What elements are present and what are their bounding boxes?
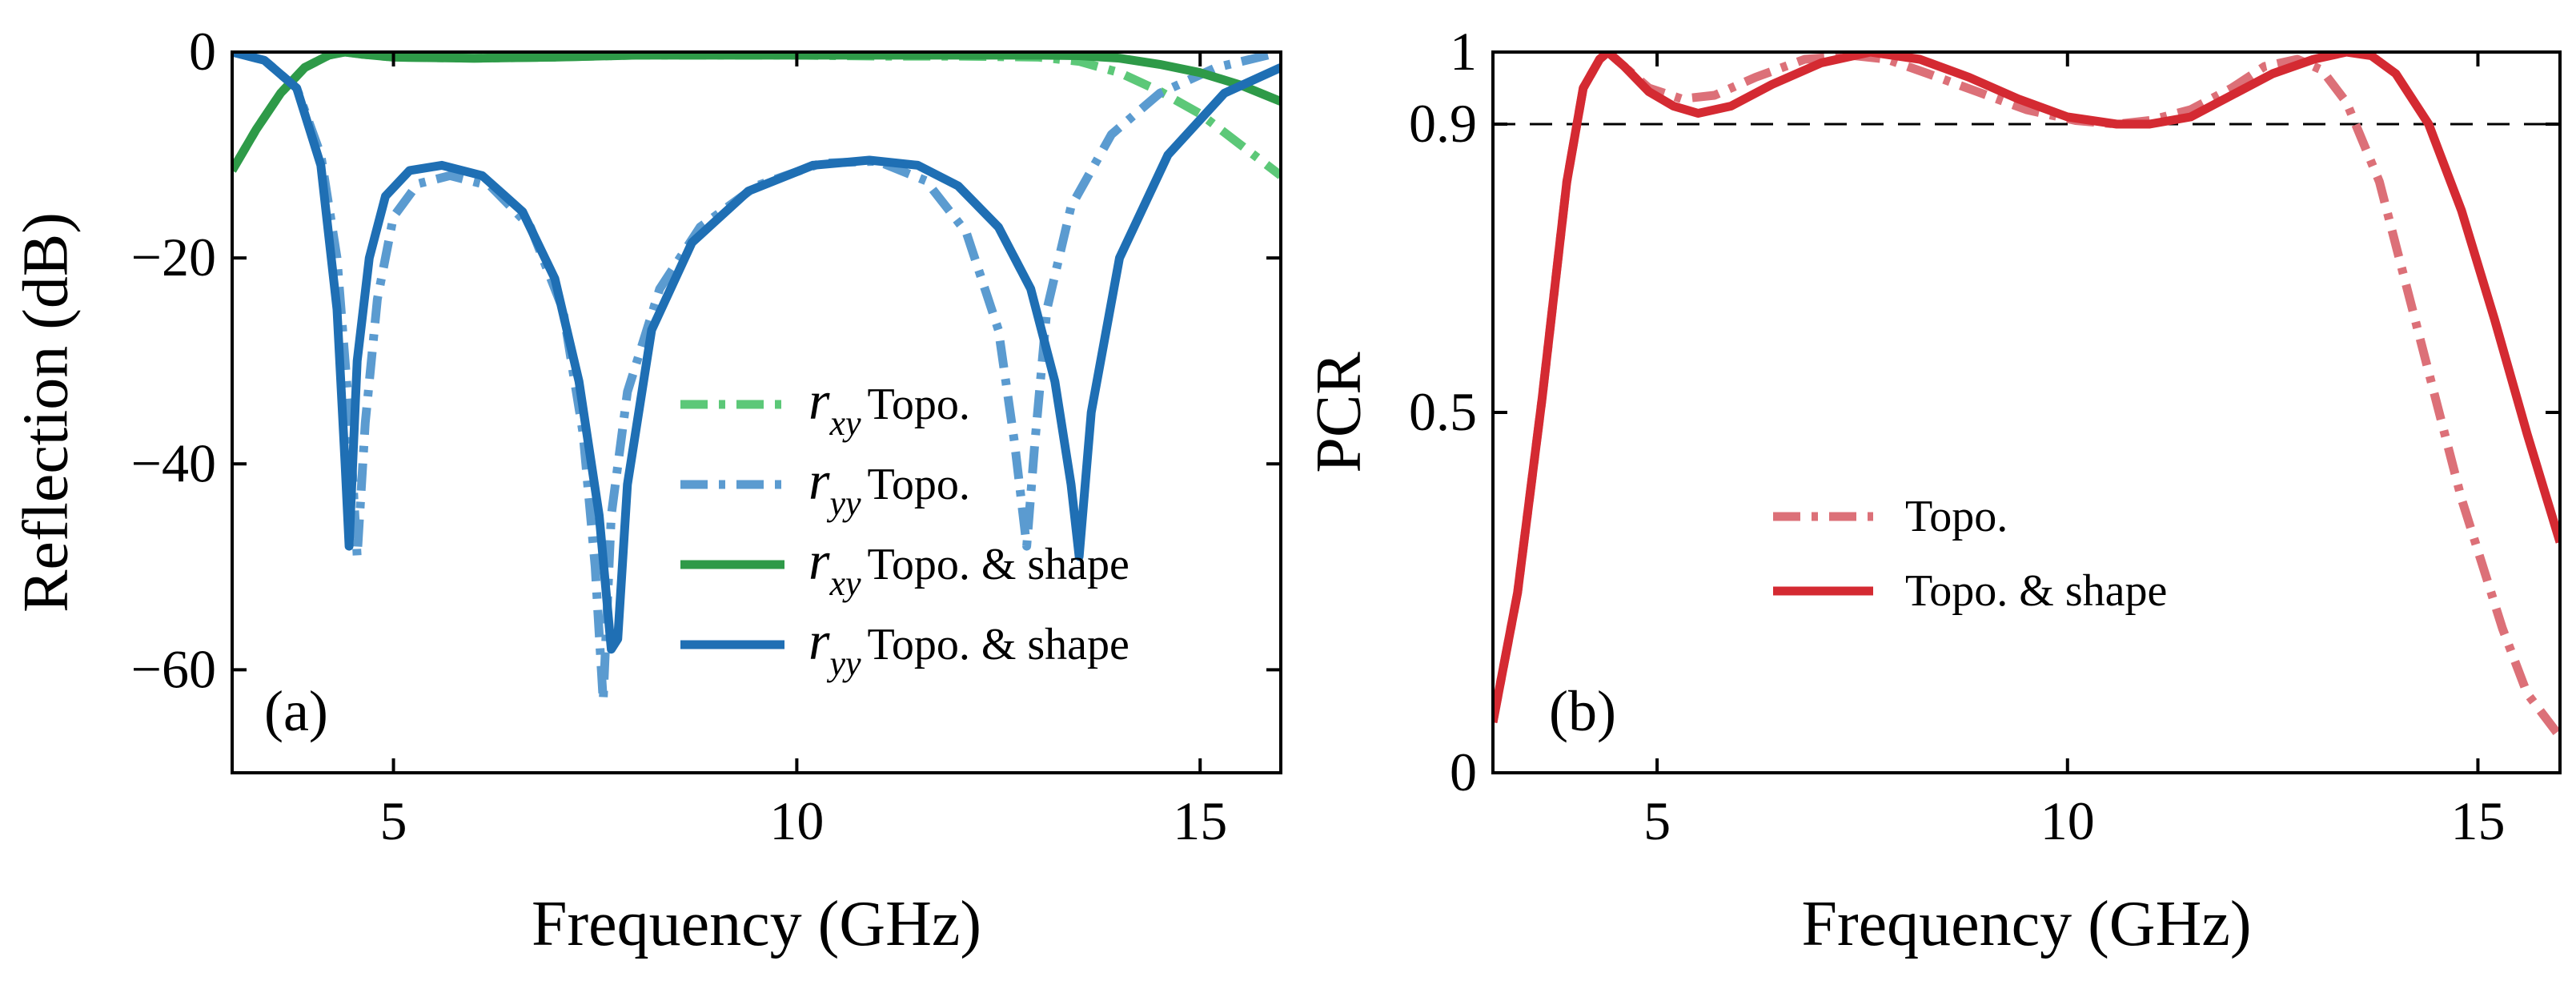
y-tick-label: 0.9 <box>1409 93 1477 154</box>
legend-label: rxy Topo. <box>809 370 970 443</box>
panel-a-reflection-chart: 5 10 15 0 −20 −40 −60 Frequency (GHz) Reflection… <box>10 21 1282 959</box>
x-tick-label: 5 <box>1643 790 1671 851</box>
x-tick-label: 15 <box>1173 790 1227 851</box>
x-tick-label: 10 <box>769 790 824 851</box>
y-axis-label: PCR <box>1303 352 1374 473</box>
plot-frame <box>1491 50 2562 774</box>
y-axis-label: Reflection (dB) <box>10 212 81 613</box>
legend-label: Topo. & shape <box>1905 566 2167 616</box>
x-tick-label: 15 <box>2450 790 2505 851</box>
legend-label: Topo. <box>1905 492 2008 541</box>
plot-frame <box>231 50 1282 774</box>
series-line-topo-shape <box>1493 52 2560 724</box>
y-tick-label: 0.5 <box>1409 381 1477 442</box>
panel-label: (b) <box>1549 679 1616 743</box>
legend: Topo. Topo. & shape <box>1773 492 2167 616</box>
y-tick-label: −40 <box>131 432 216 493</box>
panel-label: (a) <box>264 679 328 743</box>
x-axis-label: Frequency (GHz) <box>532 889 981 959</box>
y-tick-label: −60 <box>131 638 216 699</box>
series-line-r-xy-topo-shape <box>232 52 1281 173</box>
y-tick-label: 0 <box>1450 742 1477 802</box>
y-tick-label: 0 <box>189 21 216 82</box>
y-tick-label: 1 <box>1450 21 1477 82</box>
x-axis-label: Frequency (GHz) <box>1802 889 2252 959</box>
y-tick-label: −20 <box>131 227 216 287</box>
legend-label: ryy Topo. & shape <box>809 610 1130 683</box>
series-line-r-yy-topo-shape <box>232 52 1281 654</box>
series-line-topo <box>1493 52 2560 740</box>
legend-label: ryy Topo. <box>809 450 970 523</box>
x-tick-label: 10 <box>2040 790 2095 851</box>
x-tick-label: 5 <box>380 790 407 851</box>
series-line-r-yy-topo <box>232 52 1281 706</box>
series-line-r-xy-topo <box>232 52 1281 179</box>
legend-label: rxy Topo. & shape <box>809 530 1130 603</box>
